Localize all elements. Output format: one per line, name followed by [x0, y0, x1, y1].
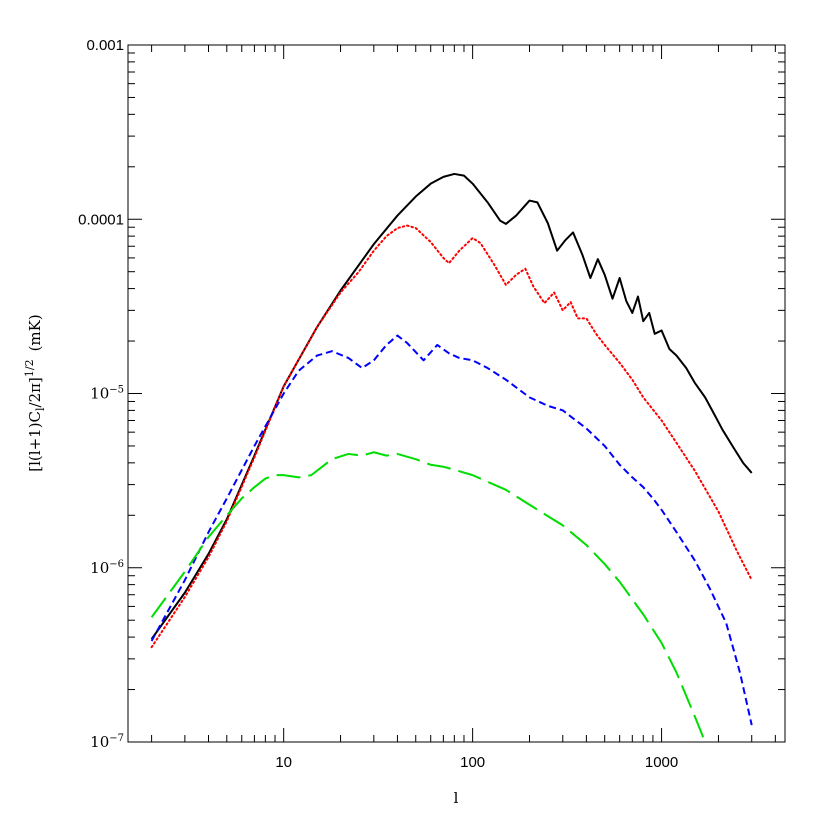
y-tick-label: 10−5	[90, 385, 124, 403]
series-line-3-long-dashed	[150, 451, 707, 742]
x-tick-label: 100	[460, 754, 485, 771]
y-tick-label: 10−6	[90, 559, 124, 577]
y-tick-label: 0.0001	[78, 211, 124, 228]
series-line-1-dotted	[150, 224, 753, 649]
series-line-0-solid	[150, 172, 753, 640]
y-axis-title: [l(l+1)Cl/2π]1/2(mK)	[23, 314, 47, 471]
axis-ticks	[128, 44, 785, 743]
x-tick-labels: 10 100 1000	[275, 754, 678, 771]
x-axis-title: l	[454, 789, 459, 807]
y-tick-labels: 0.001 0.0001 10−5 10−6 10−7	[78, 37, 124, 751]
plot-frame	[127, 44, 786, 743]
series-layer	[150, 172, 753, 742]
y-tick-label: 10−7	[90, 733, 124, 751]
x-tick-label: 1000	[645, 754, 678, 771]
series-line-2-dashed	[150, 334, 753, 726]
y-tick-label: 0.001	[86, 37, 124, 54]
x-tick-label: 10	[275, 754, 292, 771]
